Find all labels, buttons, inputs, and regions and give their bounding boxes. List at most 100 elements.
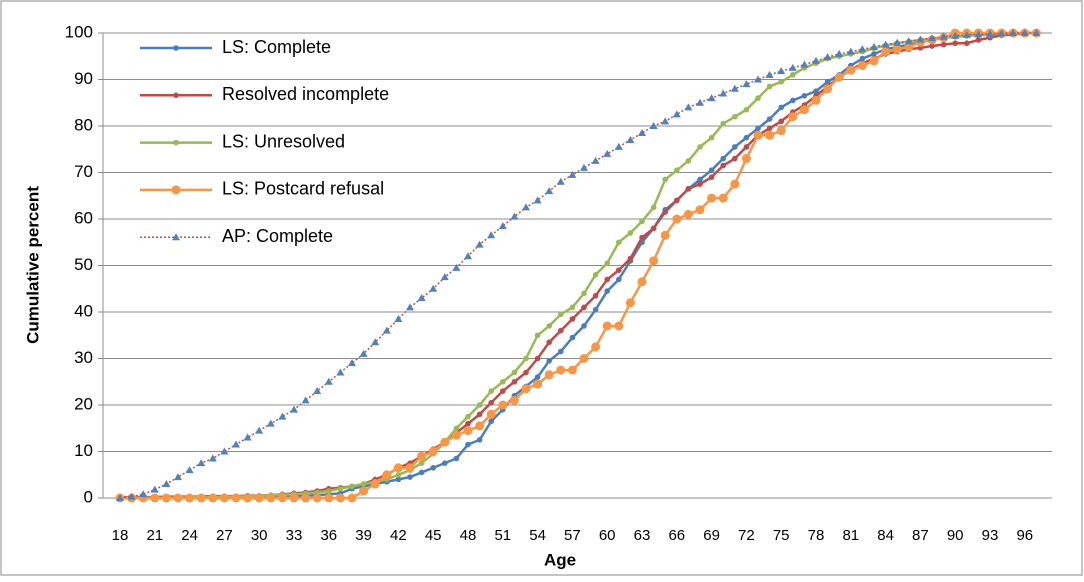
data-point: [580, 163, 588, 171]
data-point: [697, 176, 703, 183]
x-tick-label: 78: [808, 527, 825, 544]
data-point: [301, 396, 310, 404]
data-point: [510, 212, 519, 220]
data-point: [544, 370, 554, 380]
data-point: [196, 493, 206, 503]
data-point: [348, 359, 356, 367]
data-point: [718, 193, 728, 203]
data-point: [650, 225, 657, 232]
data-point: [776, 126, 786, 136]
data-point: [695, 205, 705, 215]
data-point: [185, 466, 194, 474]
y-tick-label: 80: [74, 115, 93, 134]
data-point: [326, 488, 332, 494]
data-point: [869, 56, 879, 66]
y-tick-label: 10: [74, 441, 93, 460]
data-point: [558, 311, 564, 318]
data-point: [778, 79, 784, 85]
data-point: [219, 493, 229, 503]
data-point: [556, 365, 566, 375]
data-point: [823, 53, 832, 61]
data-point: [788, 112, 798, 122]
data-point: [683, 209, 693, 219]
data-point: [442, 460, 448, 466]
data-point: [928, 34, 936, 42]
data-point: [569, 334, 576, 341]
data-point: [603, 149, 612, 157]
y-tick-label: 40: [74, 301, 93, 320]
data-point: [231, 493, 241, 503]
data-point: [812, 56, 820, 64]
legend-label: LS: Postcard refusal: [222, 179, 384, 199]
x-tick-label: 57: [564, 527, 581, 544]
y-tick-label: 20: [74, 394, 93, 413]
data-point: [581, 290, 587, 297]
data-point: [370, 479, 380, 489]
data-point: [382, 326, 391, 334]
y-tick-label: 90: [74, 69, 93, 88]
data-point: [788, 63, 797, 71]
data-point: [581, 304, 587, 311]
x-tick-label: 81: [842, 527, 859, 544]
data-point: [638, 128, 646, 136]
data-point: [371, 338, 380, 346]
data-point: [614, 142, 623, 150]
x-tick-label: 69: [703, 527, 720, 544]
data-point: [486, 409, 496, 419]
data-point: [672, 214, 682, 224]
data-point: [476, 411, 483, 418]
data-point: [743, 106, 750, 113]
data-point: [407, 474, 413, 480]
legend-label: LS: Unresolved: [222, 131, 345, 151]
data-point: [730, 179, 740, 189]
data-point: [616, 267, 622, 273]
data-point: [1032, 29, 1041, 36]
y-tick-label: 70: [74, 162, 93, 181]
data-point: [417, 294, 426, 302]
data-point: [336, 368, 345, 376]
data-point: [766, 83, 773, 90]
data-point: [857, 61, 867, 71]
x-tick-label: 42: [390, 527, 407, 544]
data-point: [453, 425, 460, 432]
legend-marker: [173, 45, 179, 51]
data-point: [790, 97, 796, 104]
data-point: [452, 263, 461, 271]
data-point: [463, 426, 473, 436]
data-point: [522, 203, 530, 211]
data-point: [708, 134, 715, 141]
data-point: [500, 378, 506, 385]
data-point: [488, 388, 495, 394]
data-point: [498, 221, 507, 229]
data-point: [720, 120, 726, 127]
data-point: [754, 75, 762, 83]
x-tick-label: 30: [251, 527, 268, 544]
data-point: [429, 284, 438, 292]
data-point: [546, 339, 552, 346]
data-point: [360, 481, 367, 487]
data-point: [464, 252, 472, 260]
data-point: [824, 79, 831, 85]
data-point: [859, 55, 866, 62]
data-point: [498, 400, 508, 410]
legend-marker: [172, 233, 180, 241]
data-point: [395, 476, 402, 483]
data-point: [592, 272, 599, 278]
y-axis-title: Cumulative percent: [23, 186, 42, 344]
data-point: [730, 84, 739, 92]
legend-marker: [171, 185, 181, 195]
data-point: [243, 493, 253, 503]
data-point: [523, 355, 529, 362]
data-point: [289, 493, 299, 503]
data-point: [1009, 29, 1018, 36]
data-point: [813, 88, 819, 94]
x-tick-label: 93: [982, 527, 999, 544]
data-point: [359, 486, 369, 496]
data-point: [324, 493, 334, 503]
data-point: [349, 483, 355, 490]
data-point: [418, 460, 425, 466]
data-point: [649, 256, 659, 266]
data-point: [616, 276, 622, 283]
x-tick-label: 36: [320, 527, 337, 544]
